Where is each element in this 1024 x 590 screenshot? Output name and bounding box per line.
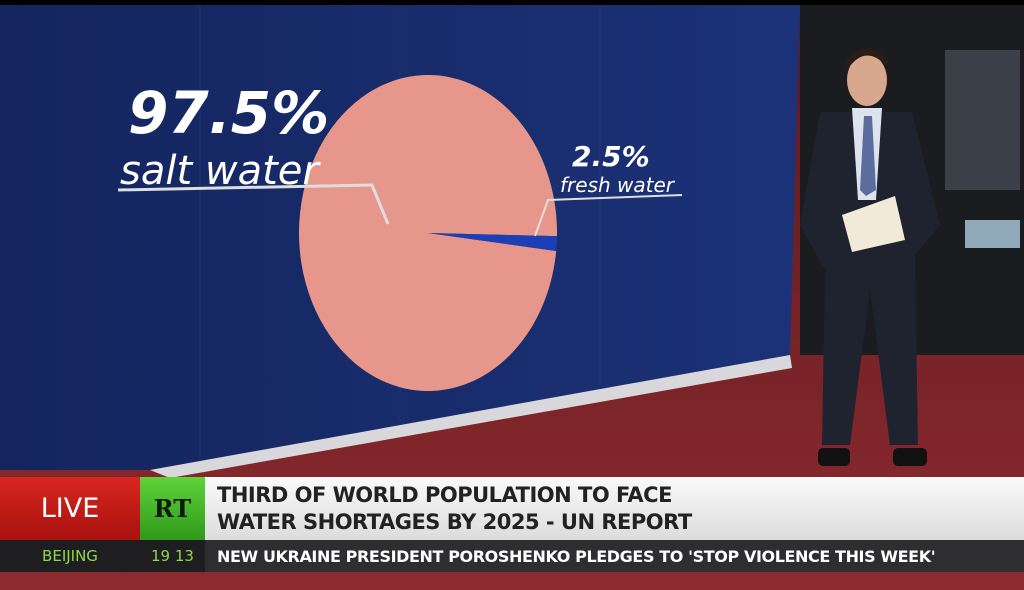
city-label: BEIJING: [0, 540, 140, 572]
monitor: [965, 220, 1020, 248]
headline-line-1: THIRD OF WORLD POPULATION TO FACE: [217, 483, 672, 507]
fresh-percent-label: 2.5%: [572, 140, 650, 173]
salt-percent-label: 97.5%: [128, 79, 329, 147]
headline: THIRD OF WORLD POPULATION TO FACE WATER …: [205, 477, 1024, 540]
monitor-wall: [945, 50, 1020, 190]
pie-chart: [298, 74, 557, 391]
fresh-category-label: fresh water: [560, 173, 676, 197]
rt-logo: RT: [140, 477, 205, 540]
wall-base: [150, 355, 792, 478]
fresh-leader-line: [534, 194, 683, 237]
local-time: 19 13: [140, 540, 205, 572]
headline-line-2: WATER SHORTAGES BY 2025 - UN REPORT: [217, 510, 692, 534]
salt-leader-line: [117, 183, 390, 225]
news-ticker: NEW UKRAINE PRESIDENT POROSHENKO PLEDGES…: [217, 546, 936, 566]
pie-slice-salt-water: [298, 74, 557, 391]
pie-slice-fresh-water: [428, 233, 557, 252]
live-badge: LIVE: [0, 477, 140, 540]
presenter: [800, 48, 940, 466]
